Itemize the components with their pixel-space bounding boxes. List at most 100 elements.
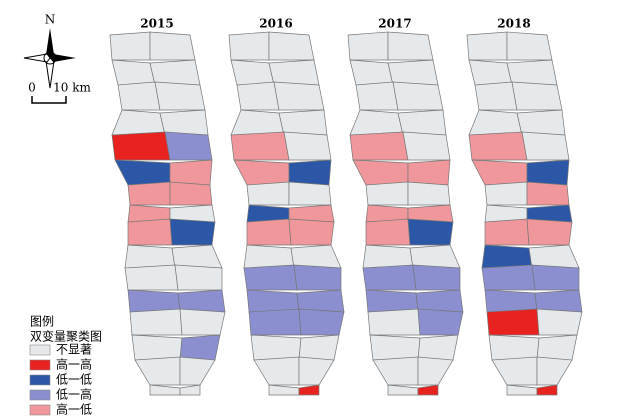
region [296,289,345,313]
region [417,356,454,386]
region [471,159,528,186]
panel-year: 2015 [140,17,173,31]
region [365,289,419,313]
region [179,308,226,336]
region [397,109,447,136]
region [127,181,171,206]
region [402,131,451,161]
region [127,289,181,313]
region [367,308,421,336]
region [164,131,213,161]
region [491,356,538,386]
region [481,244,533,269]
region [288,181,332,206]
region [486,308,540,336]
region [246,289,300,313]
region [506,384,538,396]
region [362,244,414,269]
map-panel: 2017 [347,17,464,396]
region [228,31,270,61]
region [134,356,181,386]
compass: N [23,13,76,89]
region [407,159,451,186]
region [127,218,173,246]
region [298,384,320,396]
region [417,308,464,336]
region [131,334,183,361]
region [468,131,528,161]
region [243,244,295,269]
legend-swatch [29,374,51,386]
region [293,264,342,291]
legend-label: 高一高 [56,357,92,372]
region [407,181,451,206]
region [355,81,399,111]
region [250,334,302,361]
map-panel: 2018 [466,17,583,396]
region [298,308,345,336]
region [288,218,335,246]
region [236,81,280,111]
region [536,334,578,361]
region [349,131,409,161]
region [278,109,328,136]
region [124,244,176,269]
scale-bar: 0 10 km [28,81,91,104]
region [246,218,292,246]
region [349,109,404,136]
region [288,159,332,186]
region [387,384,419,396]
region [169,181,213,206]
region [114,159,171,186]
region [230,59,275,86]
region [521,131,570,161]
region [149,59,201,86]
map-panel: 2016 [228,17,345,396]
region [417,384,439,396]
legend-label: 不显著 [56,343,92,357]
scale-start: 0 [28,81,36,95]
region [468,109,523,136]
region [409,244,461,269]
region [347,31,389,61]
region [273,81,325,111]
region [179,334,221,361]
region [243,264,298,291]
region [412,264,461,291]
region [169,218,216,246]
region [268,31,315,61]
region [283,131,332,161]
region [407,218,454,246]
region [536,356,573,386]
region [159,109,209,136]
region [369,334,421,361]
region [171,244,223,269]
region [534,289,583,313]
region [230,109,285,136]
region [111,59,156,86]
panel-year: 2016 [259,17,292,31]
region [387,59,439,86]
region [468,59,513,86]
region [298,356,335,386]
region [124,264,179,291]
region [230,131,290,161]
region [169,159,213,186]
region [109,31,151,61]
map-panels: 2015 2016 2017 2018 [109,17,583,396]
legend-subtitle: 双变量聚类图 [30,329,102,344]
region [233,159,290,186]
north-label: N [45,13,56,27]
region [392,81,444,111]
region [248,308,302,336]
region [111,109,166,136]
legend-label: 低一高 [56,387,92,402]
region [484,218,530,246]
region [179,384,201,396]
legend-label: 高一低 [56,402,92,417]
region [177,289,226,313]
region [149,384,181,396]
region [536,308,583,336]
